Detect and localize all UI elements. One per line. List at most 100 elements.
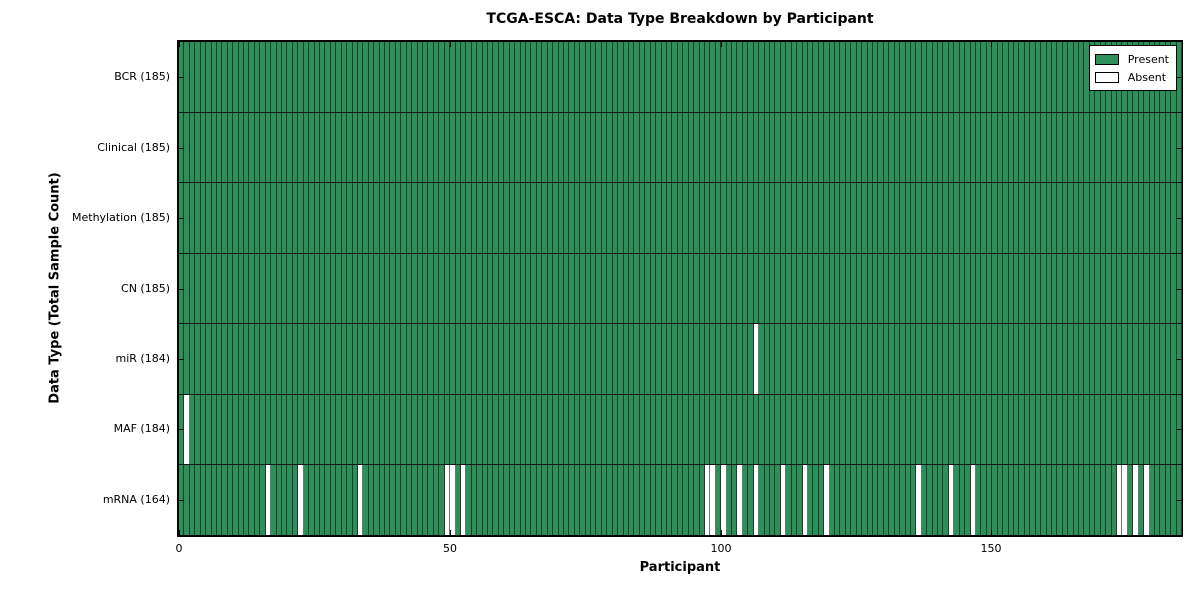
cell-present (585, 253, 592, 324)
cell-present (1106, 394, 1112, 465)
cell-absent (444, 465, 451, 536)
cell-present (422, 394, 429, 465)
cell-present (379, 42, 386, 112)
cell-present (813, 112, 819, 183)
cell-present (211, 324, 217, 394)
cell-present (802, 394, 808, 465)
cell-present (417, 394, 423, 465)
cell-present (1089, 183, 1096, 253)
cell-present (840, 112, 846, 183)
cell-present (336, 183, 342, 253)
cell-present (531, 465, 537, 536)
cell-present (900, 465, 906, 536)
cell-present (813, 42, 819, 112)
cell-present (580, 324, 586, 394)
cell-present (368, 394, 375, 465)
cell-present (672, 324, 678, 394)
cell-present (558, 465, 564, 536)
cell-present (374, 183, 380, 253)
cell-present (601, 324, 608, 394)
cell-present (379, 324, 386, 394)
cell-present (938, 324, 944, 394)
cell-present (325, 394, 331, 465)
cell-present (433, 394, 440, 465)
cell-present (867, 112, 873, 183)
cell-present (764, 324, 770, 394)
cell-present (412, 183, 418, 253)
cell-present (845, 42, 852, 112)
cell-present (1111, 183, 1117, 253)
cell-present (938, 183, 944, 253)
cell-present (249, 253, 255, 324)
cell-present (206, 394, 212, 465)
cell-present (1100, 112, 1107, 183)
cell-present (189, 112, 196, 183)
cell-present (563, 253, 570, 324)
cell-present (422, 253, 429, 324)
cell-present (1003, 394, 1009, 465)
cell-present (477, 112, 483, 183)
cell-present (1013, 183, 1020, 253)
cell-present (862, 112, 868, 183)
cell-present (910, 324, 917, 394)
cell-present (1008, 183, 1014, 253)
cell-present (797, 465, 803, 536)
cell-present (677, 112, 684, 183)
cell-present (184, 324, 190, 394)
cell-present (455, 42, 461, 112)
cell-present (759, 42, 765, 112)
cell-present (189, 42, 196, 112)
cell-present (206, 324, 212, 394)
cell-present (645, 42, 651, 112)
cell-present (227, 394, 234, 465)
cell-present (216, 253, 223, 324)
cell-present (732, 253, 738, 324)
cell-present (894, 394, 901, 465)
cell-present (542, 112, 548, 183)
cell-present (889, 253, 895, 324)
cell-present (894, 183, 901, 253)
cell-present (1095, 465, 1101, 536)
x-tick (991, 42, 992, 47)
cell-present (943, 112, 949, 183)
cell-present (265, 42, 272, 112)
cell-present (786, 253, 792, 324)
cell-present (363, 394, 369, 465)
cell-present (1068, 394, 1074, 465)
cell-present (233, 394, 239, 465)
cell-present (412, 324, 418, 394)
cell-present (591, 42, 597, 112)
cell-present (1116, 183, 1123, 253)
cell-present (428, 112, 434, 183)
cell-present (916, 183, 922, 253)
cell-present (509, 394, 516, 465)
cell-present (596, 394, 602, 465)
cell-present (683, 394, 689, 465)
cell-present (921, 253, 928, 324)
cell-present (927, 253, 933, 324)
cell-present (786, 183, 792, 253)
cell-present (298, 42, 304, 112)
cell-present (1171, 183, 1177, 253)
cell-present (336, 465, 342, 536)
cell-present (563, 394, 570, 465)
cell-present (1041, 465, 1047, 536)
cell-present (1122, 324, 1128, 394)
cell-present (498, 465, 505, 536)
cell-present (818, 183, 825, 253)
cell-present (1127, 183, 1134, 253)
cell-present (189, 465, 196, 536)
cell-present (1154, 112, 1161, 183)
cell-present (921, 394, 928, 465)
cell-present (927, 394, 933, 465)
cell-present (249, 42, 255, 112)
cell-present (645, 465, 651, 536)
cell-absent (948, 465, 955, 536)
cell-present (742, 465, 749, 536)
cell-present (406, 42, 413, 112)
cell-present (1144, 394, 1150, 465)
cell-present (699, 465, 705, 536)
cell-present (395, 324, 402, 394)
cell-present (683, 42, 689, 112)
cell-present (309, 42, 315, 112)
